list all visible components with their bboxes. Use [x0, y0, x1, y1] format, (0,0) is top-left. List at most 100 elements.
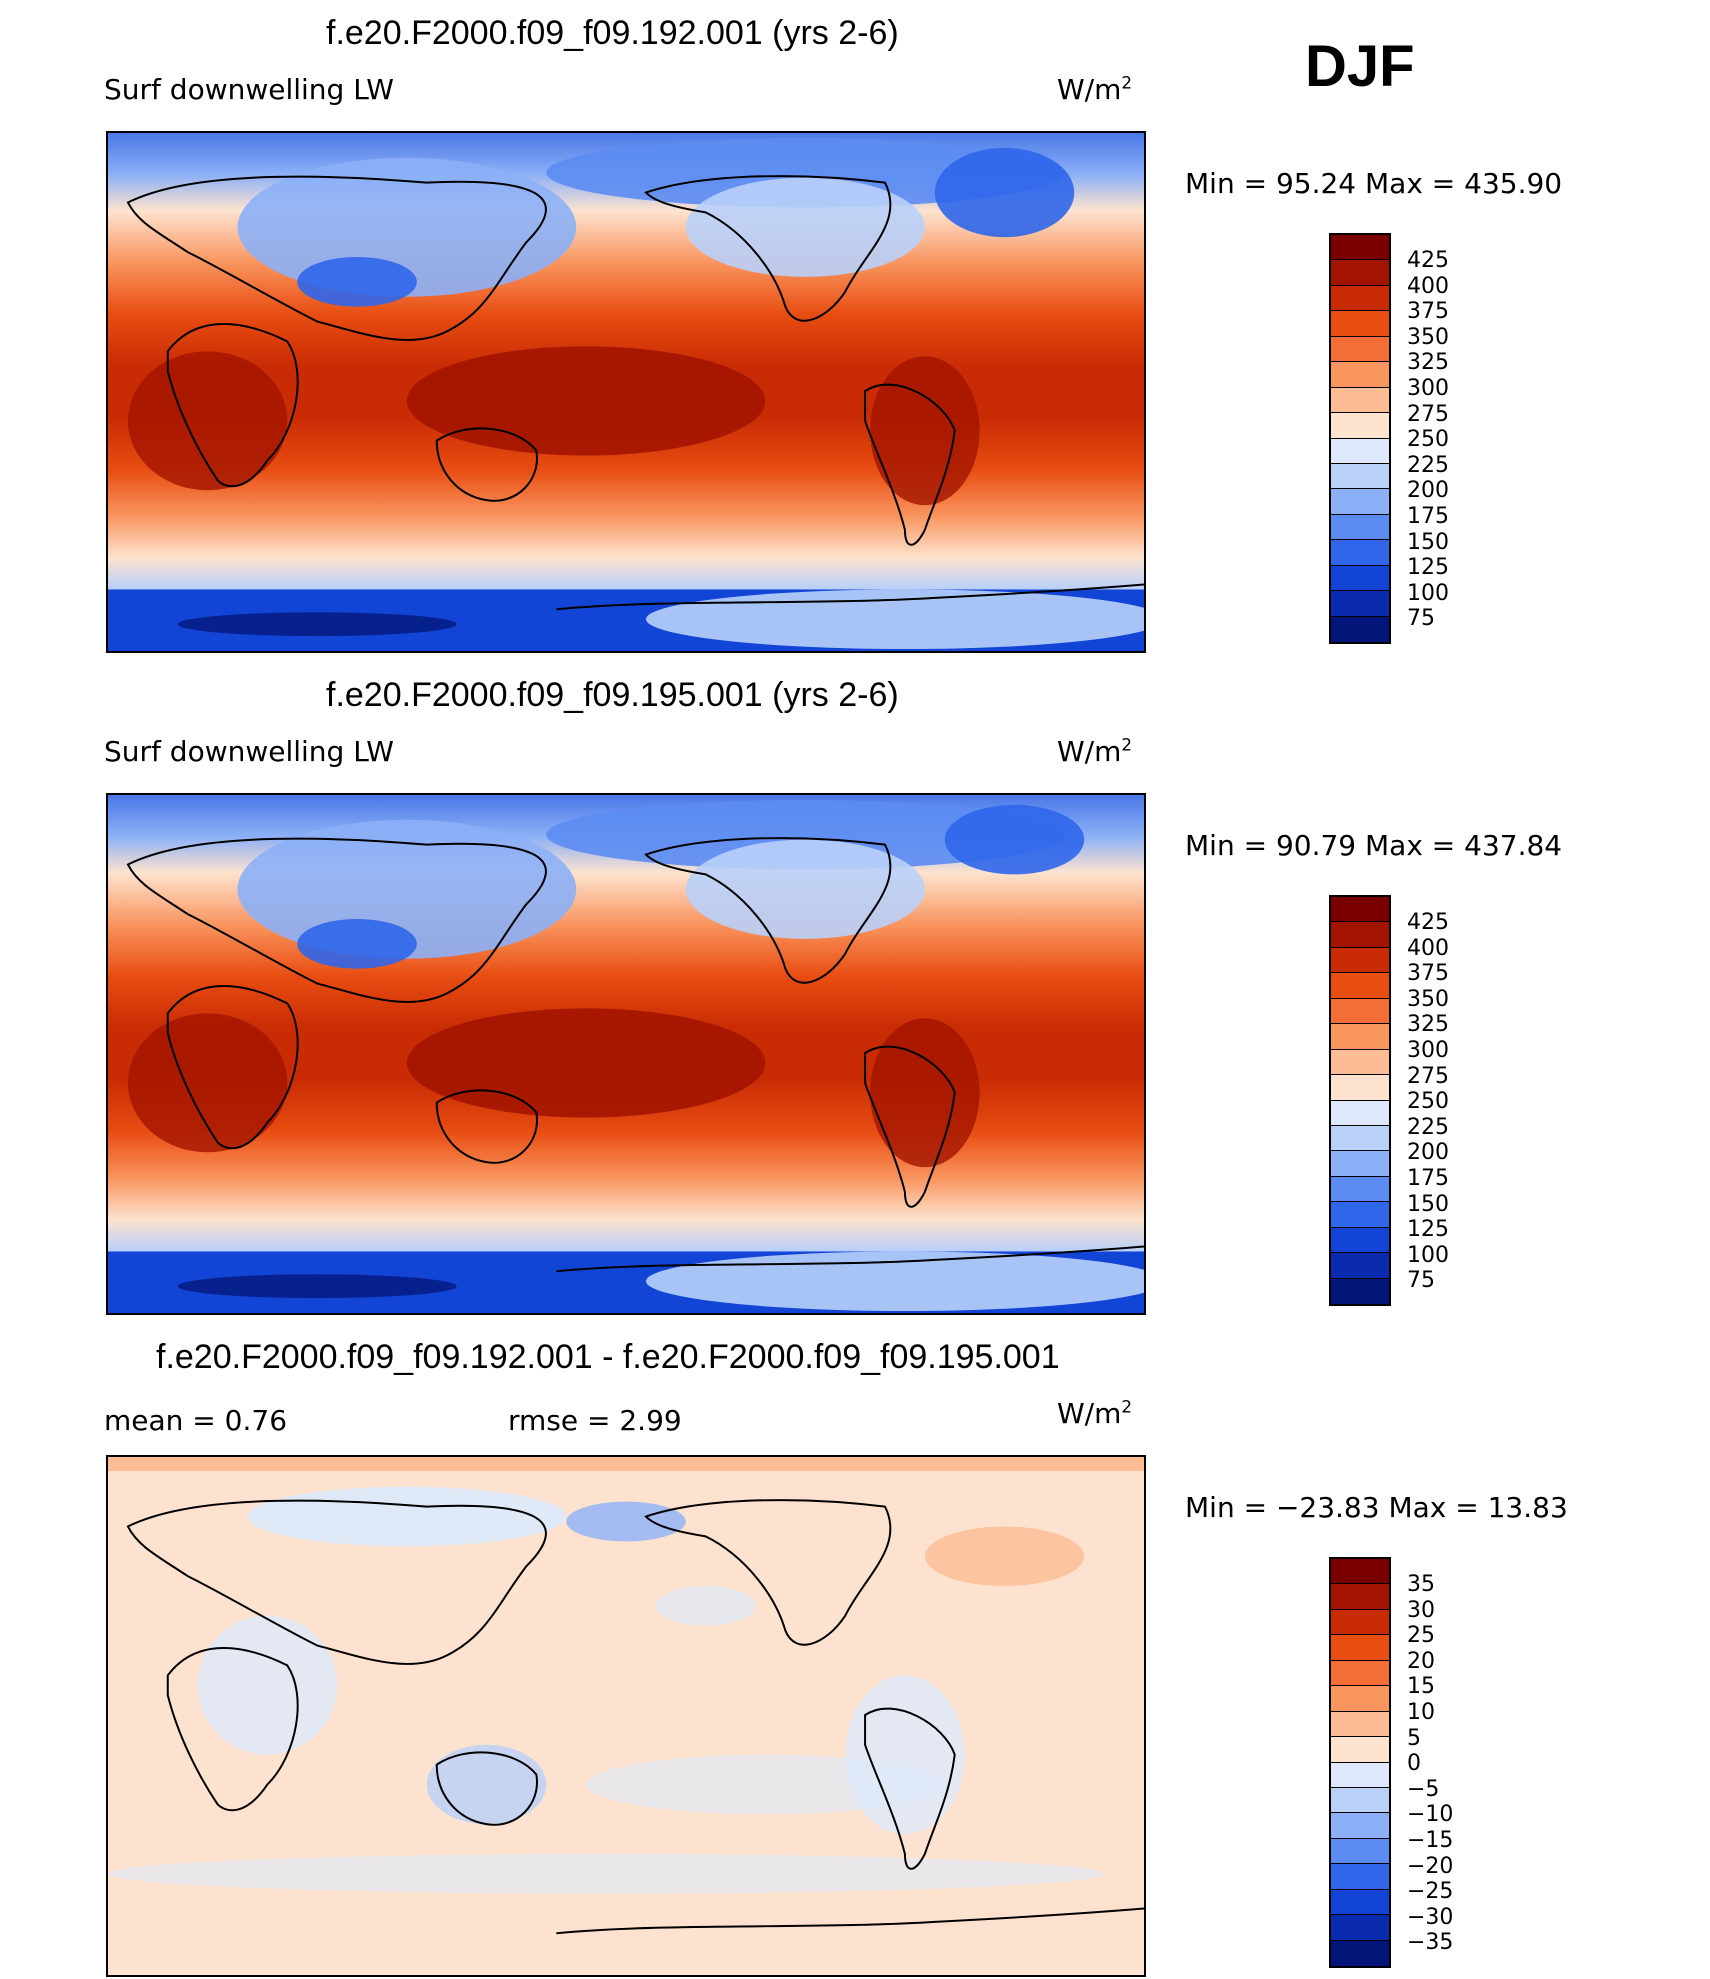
colorbar-label: 400	[1407, 273, 1449, 299]
colorbar-label: 100	[1407, 1242, 1449, 1268]
colorbar-swatch	[1331, 1711, 1389, 1738]
colorbar-label: 125	[1407, 555, 1449, 581]
colorbar-swatch	[1331, 489, 1389, 515]
panel1-units: W/m2	[1057, 72, 1133, 106]
season-label: DJF	[1305, 34, 1415, 99]
colorbar-swatch	[1331, 463, 1389, 490]
colorbar-label: 375	[1407, 961, 1449, 987]
colorbar-swatch	[1331, 591, 1389, 617]
colorbar-swatch	[1331, 897, 1389, 923]
panel2-colorbar	[1329, 895, 1391, 1306]
colorbar-swatch	[1331, 1024, 1389, 1050]
colorbar-swatch	[1331, 1125, 1389, 1152]
colorbar-label: −20	[1407, 1853, 1454, 1879]
colorbar-swatch	[1331, 1227, 1389, 1254]
colorbar-swatch	[1331, 1278, 1389, 1304]
colorbar-swatch	[1331, 1864, 1389, 1890]
colorbar-swatch	[1331, 1609, 1389, 1636]
panel3-rmse-label: rmse = 2.99	[508, 1404, 682, 1437]
panel2-minmax: Min = 90.79 Max = 437.84	[1185, 829, 1563, 862]
colorbar-swatch	[1331, 1940, 1389, 1966]
panel3-map-svg	[108, 1457, 1144, 1975]
colorbar-swatch	[1331, 1813, 1389, 1839]
colorbar-label: 225	[1407, 452, 1449, 478]
colorbar-label: 175	[1407, 504, 1449, 529]
colorbar-swatch	[1331, 1176, 1389, 1203]
panel1-minmax: Min = 95.24 Max = 435.90	[1185, 167, 1563, 200]
colorbar-swatch	[1331, 1253, 1389, 1279]
colorbar-swatch	[1331, 1075, 1389, 1101]
panel1-map-svg	[108, 133, 1144, 651]
colorbar-swatch	[1331, 540, 1389, 566]
colorbar-label: 325	[1407, 1012, 1449, 1038]
colorbar-swatch	[1331, 922, 1389, 948]
colorbar-label: 350	[1407, 324, 1449, 350]
colorbar-label: −25	[1407, 1879, 1454, 1905]
colorbar-swatch	[1331, 1202, 1389, 1228]
colorbar-label: −35	[1407, 1930, 1454, 1956]
panel2-map-svg	[108, 795, 1144, 1313]
colorbar-label: 200	[1407, 478, 1449, 504]
panel2-units: W/m2	[1057, 734, 1133, 768]
colorbar-label: 150	[1407, 529, 1449, 555]
colorbar-label: 425	[1407, 910, 1449, 935]
panel2-title: f.e20.F2000.f09_f09.195.001 (yrs 2-6)	[326, 676, 899, 714]
colorbar-swatch	[1331, 1889, 1389, 1916]
colorbar-label: 400	[1407, 935, 1449, 961]
panel3-map	[106, 1455, 1146, 1977]
colorbar-label: 425	[1407, 248, 1449, 273]
panel1-map	[106, 131, 1146, 653]
colorbar-label: −10	[1407, 1802, 1454, 1828]
colorbar-swatch	[1331, 973, 1389, 999]
colorbar-label: 20	[1407, 1648, 1435, 1674]
colorbar-swatch	[1331, 387, 1389, 414]
colorbar-label: 125	[1407, 1217, 1449, 1243]
colorbar-label: 10	[1407, 1700, 1435, 1725]
colorbar-label: 15	[1407, 1674, 1435, 1700]
colorbar-swatch	[1331, 311, 1389, 337]
colorbar-swatch	[1331, 1635, 1389, 1661]
colorbar-label: −15	[1407, 1828, 1454, 1853]
colorbar-swatch	[1331, 336, 1389, 363]
colorbar-swatch	[1331, 1584, 1389, 1610]
panel1-variable-label: Surf downwelling LW	[104, 73, 394, 106]
colorbar-swatch	[1331, 1686, 1389, 1712]
colorbar-label: 175	[1407, 1166, 1449, 1191]
colorbar-swatch	[1331, 1151, 1389, 1177]
colorbar-label: −30	[1407, 1904, 1454, 1930]
colorbar-swatch	[1331, 1559, 1389, 1585]
panel3-mean-label: mean = 0.76	[104, 1404, 288, 1437]
colorbar-label: 275	[1407, 1063, 1449, 1089]
colorbar-swatch	[1331, 1100, 1389, 1126]
colorbar-swatch	[1331, 438, 1389, 464]
colorbar-label: 350	[1407, 986, 1449, 1012]
colorbar-swatch	[1331, 1915, 1389, 1941]
panel3-title: f.e20.F2000.f09_f09.192.001 - f.e20.F200…	[156, 1338, 1060, 1376]
colorbar-swatch	[1331, 235, 1389, 261]
colorbar-label: 250	[1407, 1089, 1449, 1115]
colorbar-label: 300	[1407, 1038, 1449, 1063]
panel3-colorbar	[1329, 1557, 1391, 1968]
colorbar-label: 5	[1407, 1725, 1421, 1751]
colorbar-label: 250	[1407, 427, 1449, 453]
colorbar-label: 300	[1407, 376, 1449, 401]
colorbar-label: 200	[1407, 1140, 1449, 1166]
colorbar-swatch	[1331, 260, 1389, 286]
colorbar-swatch	[1331, 998, 1389, 1025]
colorbar-swatch	[1331, 362, 1389, 388]
colorbar-label: 75	[1407, 1268, 1435, 1294]
colorbar-swatch	[1331, 947, 1389, 974]
colorbar-label: 275	[1407, 401, 1449, 427]
panel3-units: W/m2	[1057, 1396, 1133, 1430]
panel1-title: f.e20.F2000.f09_f09.192.001 (yrs 2-6)	[326, 14, 899, 52]
colorbar-label: 30	[1407, 1597, 1435, 1623]
colorbar-swatch	[1331, 1838, 1389, 1865]
panel1-colorbar	[1329, 233, 1391, 644]
colorbar-swatch	[1331, 1762, 1389, 1788]
colorbar-swatch	[1331, 1787, 1389, 1814]
colorbar-label: 325	[1407, 350, 1449, 376]
colorbar-label: −5	[1407, 1776, 1440, 1802]
colorbar-label: 100	[1407, 580, 1449, 606]
colorbar-swatch	[1331, 413, 1389, 439]
colorbar-label: 75	[1407, 606, 1435, 632]
